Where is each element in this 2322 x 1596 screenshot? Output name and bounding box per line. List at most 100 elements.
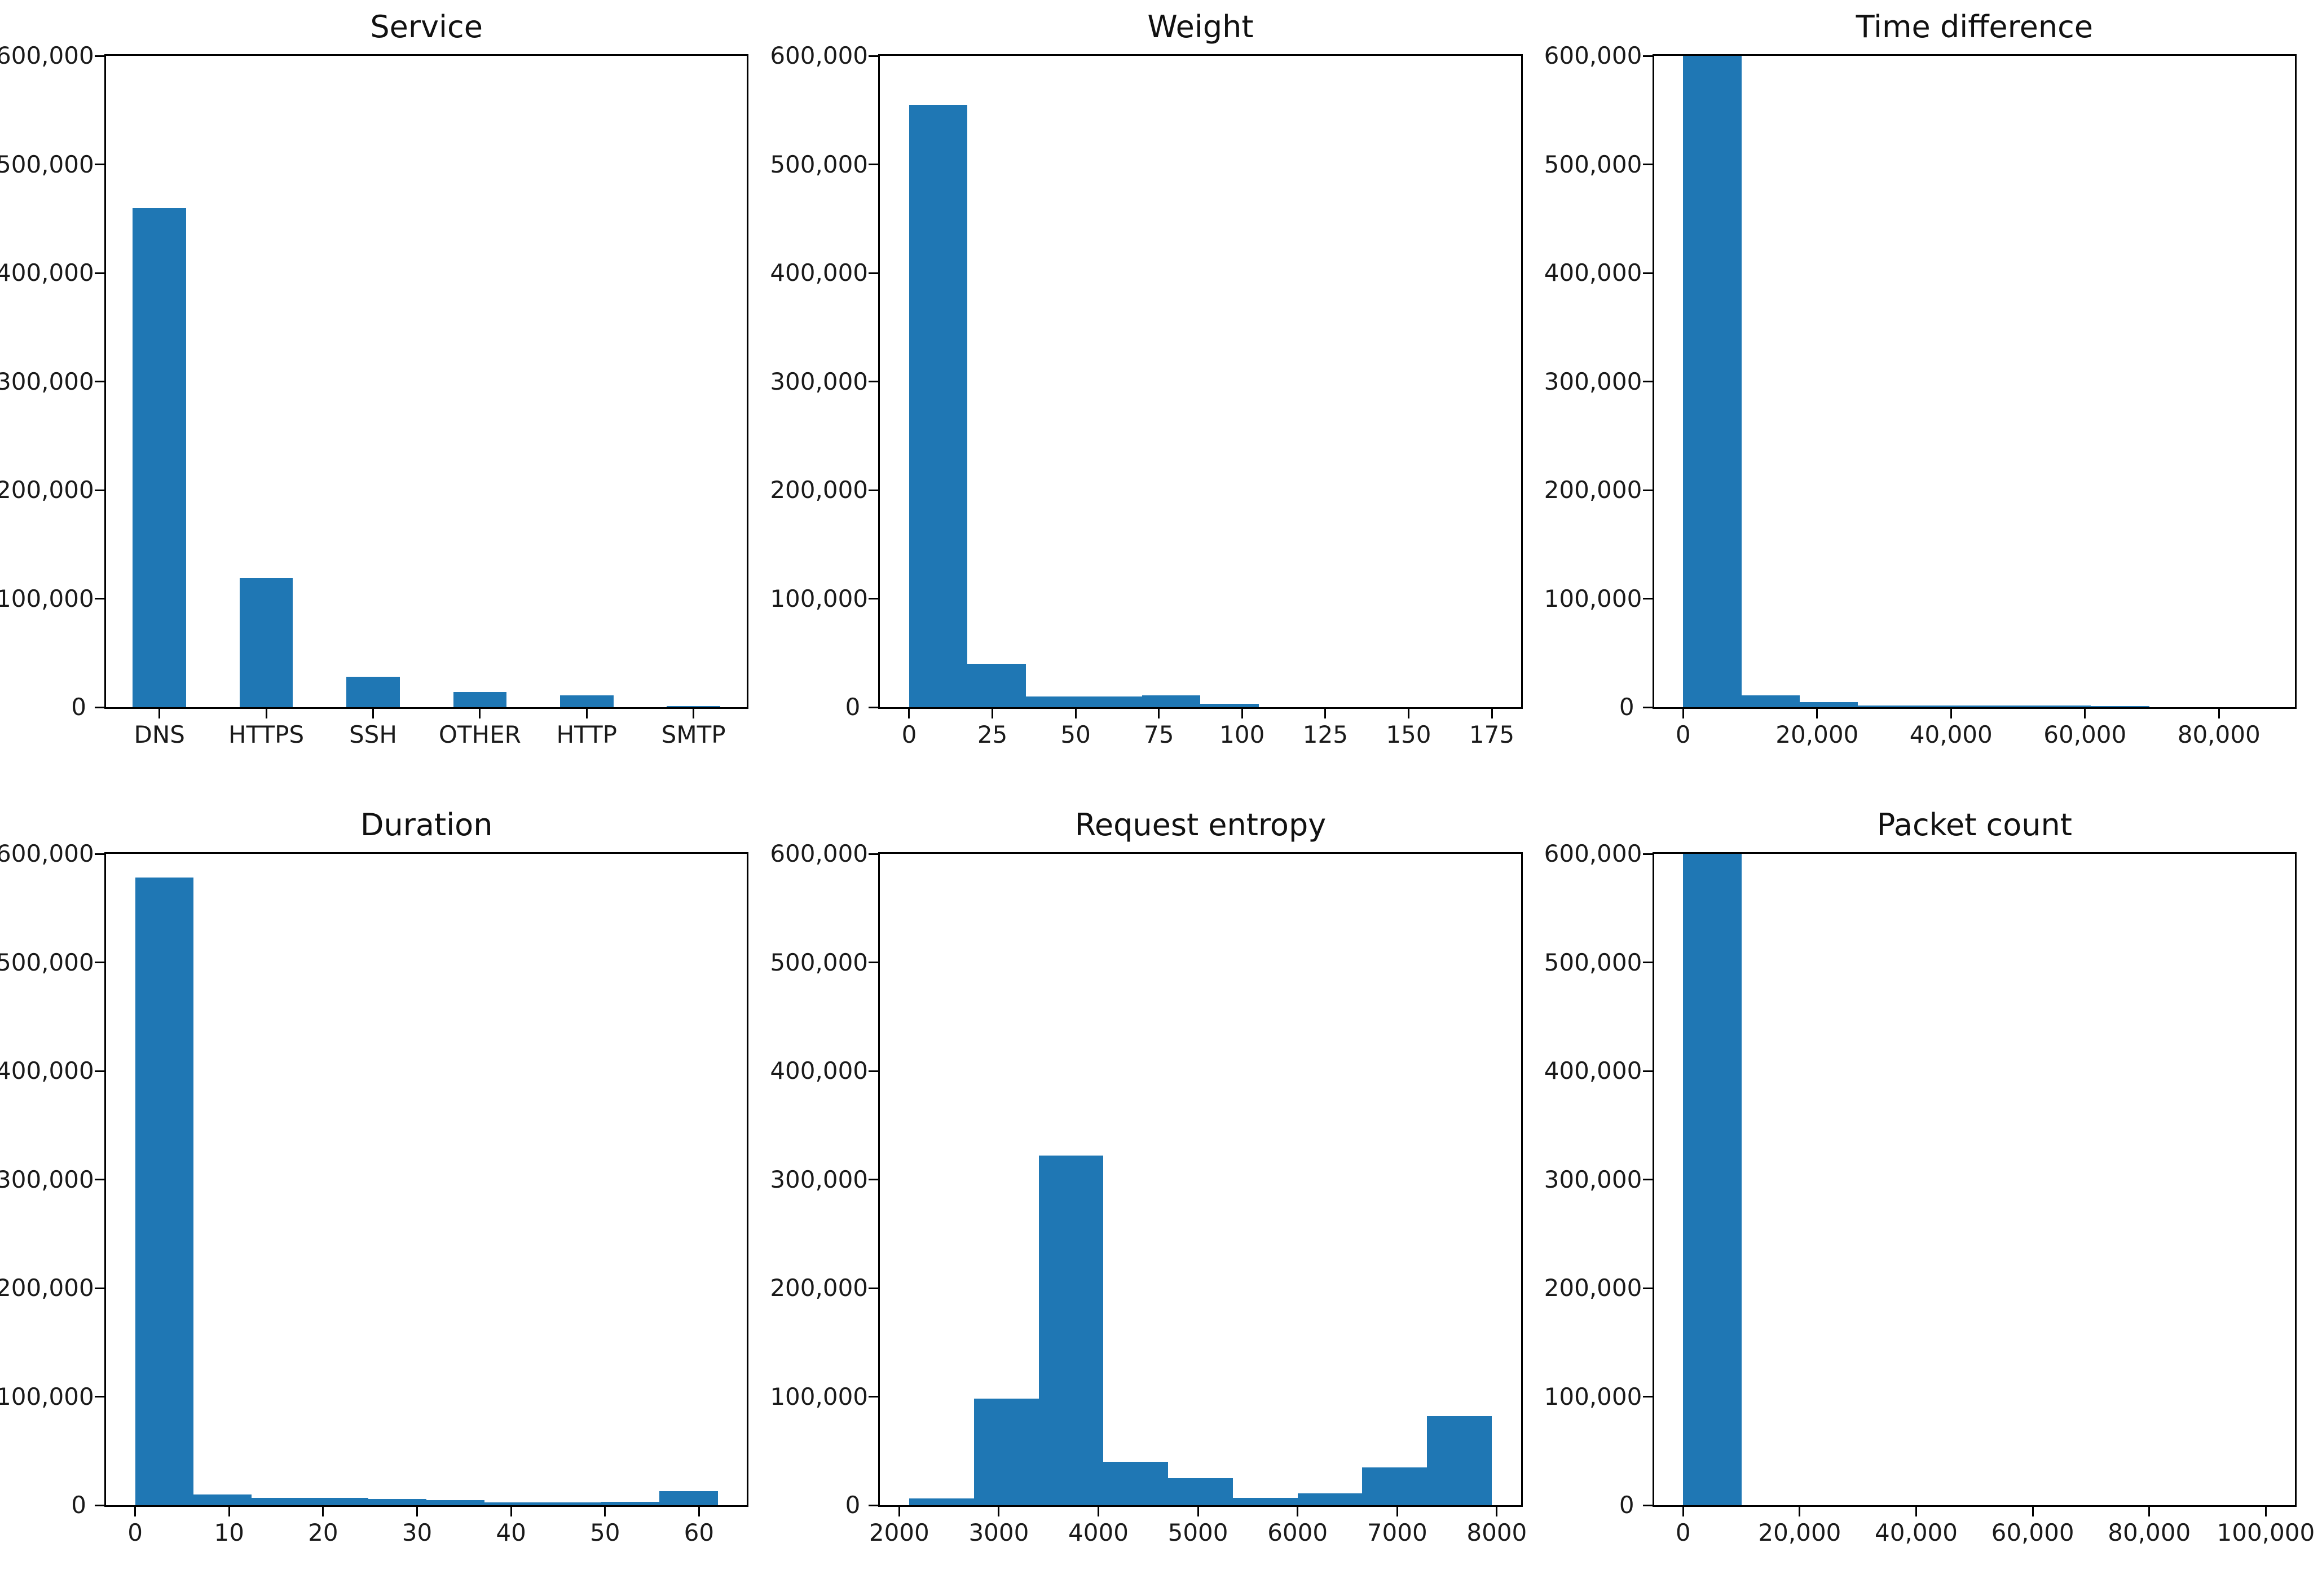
x-tick-label: 30 [402, 1519, 433, 1546]
y-tick-label: 100,000 [0, 1382, 94, 1410]
y-tick-mark [1642, 1287, 1653, 1289]
y-tick-mark [95, 1287, 104, 1289]
histogram-bar [1025, 696, 1084, 707]
y-tick-label: 0 [845, 693, 861, 721]
y-tick-mark [1642, 1396, 1653, 1398]
histogram-bar [1362, 1467, 1427, 1505]
x-tick-mark [2264, 1507, 2267, 1516]
x-tick-label: 60,000 [1991, 1519, 2074, 1546]
x-tick-mark [1496, 1507, 1498, 1516]
chart-service: Service 0 100,000 200,000 300,000 400,000 500,… [0, 0, 774, 798]
chart-title: Time difference [1856, 9, 2094, 45]
y-tick-label: 400,000 [770, 1057, 869, 1084]
y-tick-mark [1642, 164, 1653, 165]
y-tick-label: 300,000 [0, 1165, 94, 1193]
bar-ssh [346, 677, 400, 707]
x-tick-label: 7000 [1367, 1519, 1427, 1546]
y-tick-label: 400,000 [0, 1057, 94, 1084]
x-tick-mark [1799, 1507, 1801, 1516]
x-tick-mark [2148, 1507, 2151, 1516]
x-tick-label: 40 [496, 1519, 526, 1546]
y-tick-label: 0 [1619, 693, 1634, 721]
x-tick-label-dns: DNS [134, 721, 185, 748]
y-tick-mark [1642, 489, 1653, 491]
histogram-bar [973, 1399, 1039, 1505]
x-tick-mark [1158, 709, 1160, 718]
histogram-bar [1168, 1478, 1233, 1505]
chart-title: Request entropy [1074, 807, 1327, 843]
y-tick-label: 300,000 [770, 1165, 869, 1193]
x-tick-mark [322, 1507, 324, 1516]
y-tick-mark [95, 55, 104, 57]
x-tick-mark [898, 1507, 900, 1516]
chart-request-entropy: Request entropy 0 100,000 200,000 300,000 400… [770, 798, 1548, 1596]
x-tick-mark [1491, 709, 1493, 718]
y-tick-label: 0 [71, 1491, 86, 1519]
y-tick-mark [1642, 55, 1653, 57]
histogram-bar [1683, 854, 1742, 1505]
x-tick-label: 175 [1469, 721, 1515, 748]
x-tick-label: 150 [1386, 721, 1431, 748]
y-tick-mark [95, 598, 104, 600]
x-tick-mark [2032, 1507, 2034, 1516]
histogram-bar [135, 878, 193, 1505]
histogram-bar [1799, 702, 1858, 707]
x-tick-mark [1097, 1507, 1099, 1516]
y-tick-mark [869, 853, 879, 855]
chart-time-difference: Time difference 0 100,000 200,000 300,000 400… [1544, 0, 2322, 798]
histogram-bar [1200, 704, 1259, 707]
y-tick-label: 300,000 [0, 367, 94, 395]
x-tick-label: 10 [214, 1519, 244, 1546]
y-tick-label: 500,000 [1544, 948, 1642, 976]
y-tick-label: 500,000 [0, 948, 94, 976]
x-tick-label: 20,000 [1758, 1519, 1841, 1546]
chart-title: Duration [360, 807, 493, 843]
x-tick-mark [1241, 709, 1243, 718]
y-tick-mark [95, 164, 104, 165]
y-tick-label: 200,000 [770, 476, 869, 504]
histogram-bar [543, 1502, 602, 1505]
plot-area: 0 100,000 200,000 300,000 400,000 500,000 600,… [770, 44, 1523, 747]
histogram-bar [2091, 706, 2149, 707]
x-tick-label: 0 [1675, 1519, 1691, 1546]
y-tick-label: 100,000 [770, 1382, 869, 1410]
y-tick-mark [1642, 381, 1653, 382]
histogram-bar [310, 1497, 368, 1505]
y-tick-label: 200,000 [1544, 476, 1642, 504]
x-tick-mark [1950, 709, 1952, 718]
y-tick-mark [1642, 706, 1653, 708]
y-tick-mark [869, 489, 879, 491]
x-tick-label: 40,000 [1909, 721, 1993, 748]
chart-title: Weight [1147, 9, 1254, 45]
x-tick-mark [228, 1507, 230, 1516]
y-tick-mark [869, 598, 879, 600]
x-tick-mark [1407, 709, 1409, 718]
x-tick-mark [158, 709, 161, 718]
x-tick-label: 4000 [1068, 1519, 1129, 1546]
histogram-bar [1683, 56, 1742, 707]
x-tick-label: 3000 [968, 1519, 1029, 1546]
x-tick-mark [1074, 709, 1077, 718]
y-tick-label: 400,000 [1544, 1057, 1642, 1084]
y-tick-mark [869, 706, 879, 708]
y-tick-mark [869, 1287, 879, 1289]
y-tick-label: 200,000 [770, 1274, 869, 1302]
y-tick-mark [1642, 598, 1653, 600]
y-tick-label: 600,000 [1544, 42, 1642, 69]
x-tick-label: 6000 [1267, 1519, 1328, 1546]
y-tick-label: 400,000 [770, 259, 869, 286]
x-tick-label: 20 [308, 1519, 338, 1546]
y-tick-mark [95, 489, 104, 491]
y-tick-label: 100,000 [1544, 584, 1642, 612]
y-tick-label: 500,000 [770, 948, 869, 976]
x-tick-mark [908, 709, 910, 718]
histogram-bar [1103, 1462, 1169, 1505]
y-tick-mark [869, 962, 879, 963]
x-tick-label: 50 [1060, 721, 1091, 748]
x-tick-mark [1915, 1507, 1918, 1516]
x-tick-mark [1324, 709, 1327, 718]
x-tick-label-http: HTTP [556, 721, 617, 748]
y-tick-label: 0 [845, 1491, 861, 1519]
x-tick-label-https: HTTPS [228, 721, 305, 748]
x-tick-mark [134, 1507, 136, 1516]
